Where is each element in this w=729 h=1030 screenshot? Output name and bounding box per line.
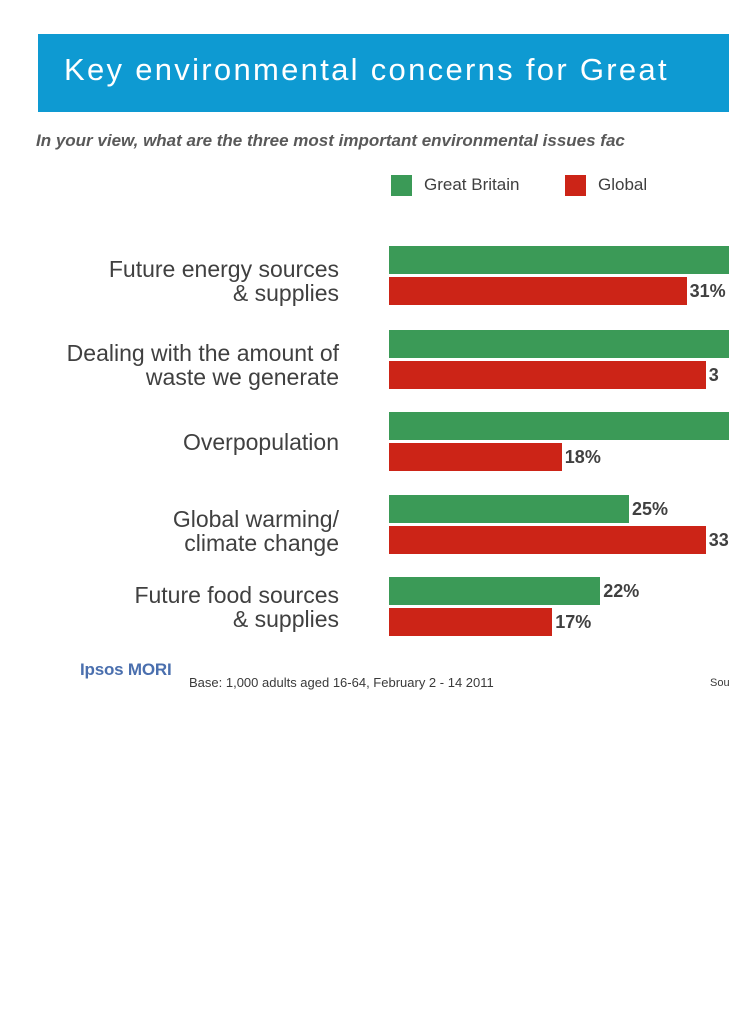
legend-swatch-global <box>565 174 586 196</box>
value-label-global-climate: 33 <box>708 530 729 550</box>
bar-global-climate <box>389 526 706 554</box>
value-label-global-food: 17% <box>555 612 592 632</box>
category-label-waste: Dealing with the amount of waste we gene… <box>66 340 339 390</box>
value-label-gb-climate: 25% <box>632 499 669 519</box>
source-note: Sou <box>710 677 729 689</box>
legend-label-global: Global <box>598 175 648 194</box>
value-label-global-energy: 31% <box>689 281 726 301</box>
value-label-global-waste: 3 <box>708 365 719 385</box>
bar-gb-overpopulation <box>389 412 729 440</box>
bar-gb-climate <box>389 495 629 523</box>
value-label-gb-food: 22% <box>603 581 640 601</box>
ipsos-mori-logo: Ipsos MORI <box>80 660 172 679</box>
bar-global-waste <box>389 361 706 389</box>
category-label-climate: Global warming/ climate change <box>172 506 339 556</box>
category-label-overpopulation: Overpopulation <box>183 429 339 455</box>
category-label-food: Future food sources & supplies <box>134 582 339 632</box>
legend-label-great-britain: Great Britain <box>424 175 520 194</box>
value-label-global-overpopulation: 18% <box>564 447 601 467</box>
bar-global-food <box>389 608 553 636</box>
chart-title: Key environmental concerns for Great <box>64 52 669 87</box>
bar-gb-energy <box>389 246 729 274</box>
bar-global-energy <box>389 277 687 305</box>
legend-swatch-great-britain <box>391 174 412 196</box>
legend-great-britain: Great Britain <box>391 174 519 196</box>
category-label-energy: Future energy sources & supplies <box>108 256 339 306</box>
bar-gb-food <box>389 577 601 605</box>
title-bar: Key environmental concerns for Great <box>38 34 729 112</box>
legend-global: Global <box>565 174 647 196</box>
bar-gb-waste <box>389 330 729 358</box>
chart-subtitle: In your view, what are the three most im… <box>36 131 625 150</box>
bar-global-overpopulation <box>389 443 562 471</box>
base-note: Base: 1,000 adults aged 16-64, February … <box>189 675 494 690</box>
